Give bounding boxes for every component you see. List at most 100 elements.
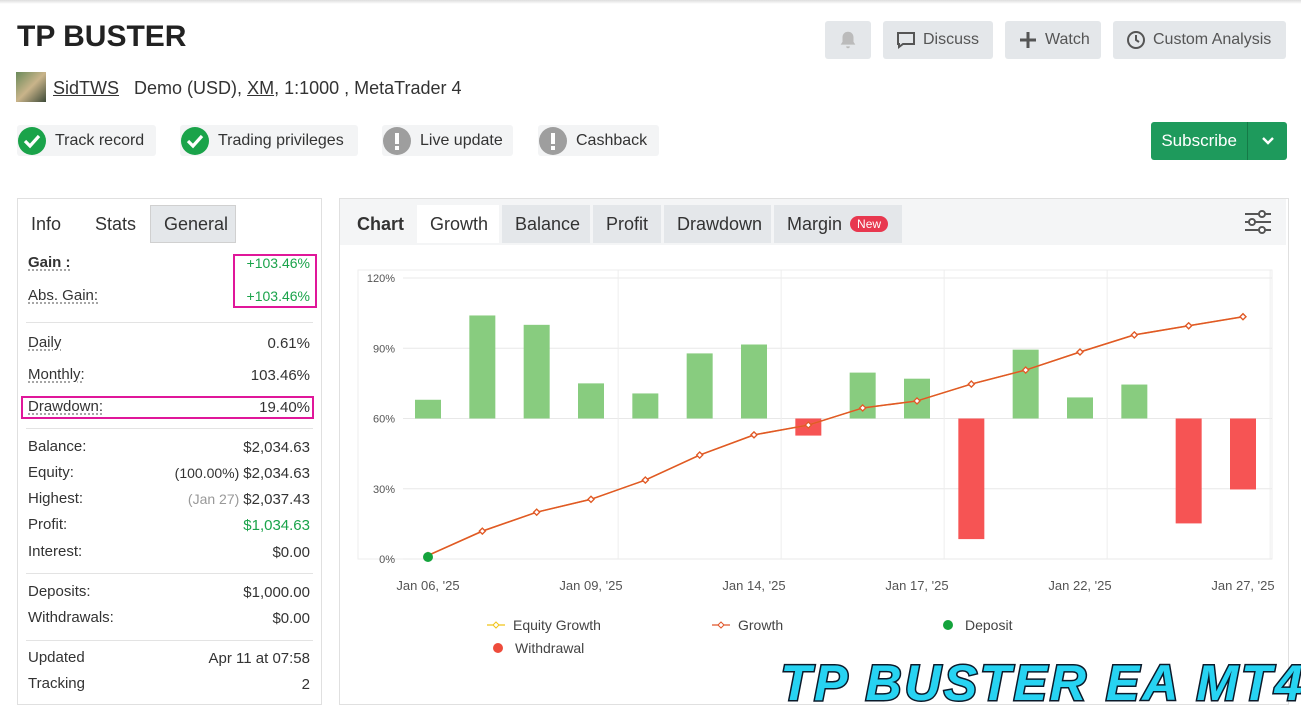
badge-label: Track record — [55, 131, 145, 149]
legend-point — [717, 621, 725, 629]
stat-number: $2,034.63 — [243, 465, 310, 482]
stats-tab[interactable]: Info — [18, 205, 82, 243]
point — [750, 430, 758, 439]
bar — [523, 324, 550, 419]
status-icon — [181, 126, 209, 155]
stats-tab[interactable]: General — [150, 205, 236, 243]
stat-number: 2 — [301, 676, 310, 693]
stat-value: $0.00 — [272, 610, 310, 627]
point — [1184, 321, 1193, 330]
stat-label: Deposits: — [28, 583, 91, 600]
stat-value: +103.46% — [247, 255, 310, 272]
badge: Trading privileges — [180, 125, 358, 156]
line — [427, 315, 1244, 557]
chart-tab[interactable]: Balance — [502, 205, 590, 243]
badge: Cashback — [538, 125, 659, 156]
stat-value: (Jan 27) $2,037.43 — [188, 491, 310, 508]
stat-number: $0.00 — [272, 544, 310, 561]
stat-number: 0.61% — [267, 335, 310, 352]
button-icon — [1017, 29, 1039, 51]
header-button[interactable]: Custom Analysis — [1113, 21, 1286, 59]
point — [913, 397, 921, 405]
top-shadow — [0, 0, 1301, 4]
stat-value: 0.61% — [267, 335, 310, 352]
bar — [1012, 349, 1039, 419]
y-tick-label: 0% — [379, 554, 395, 566]
header-button[interactable]: Watch — [1005, 21, 1101, 59]
settings-icon[interactable] — [1243, 209, 1273, 235]
subscribe-menu[interactable] — [1247, 122, 1287, 160]
button-icon — [1125, 29, 1147, 51]
header-button[interactable]: Discuss — [883, 21, 993, 59]
stat-label: Interest: — [28, 543, 83, 560]
stat-label: Equity: — [28, 464, 74, 481]
stat-number: +103.46% — [246, 288, 310, 304]
stat-label: Daily — [28, 334, 62, 351]
chart-tab-label: Chart — [357, 213, 405, 234]
legend-dot — [943, 620, 953, 630]
separator — [26, 322, 313, 323]
icon — [897, 32, 915, 49]
stat-label: Updated — [28, 649, 85, 666]
chart-tab-label: Profit — [606, 213, 649, 234]
point — [858, 404, 867, 412]
stat-note: (100.00%) — [174, 465, 240, 481]
stat-label: Tracking — [28, 675, 85, 692]
stat-label: Balance: — [28, 438, 87, 455]
legend-dot — [493, 643, 503, 653]
stat-number: 103.46% — [250, 367, 310, 384]
point — [532, 508, 541, 517]
x-tick-label: Jan 17, '25 — [885, 578, 948, 593]
stat-number: $2,037.43 — [243, 491, 310, 508]
stat-number: $0.00 — [272, 610, 310, 627]
broker-link[interactable]: XM — [247, 78, 275, 98]
bar — [469, 315, 496, 419]
user-link[interactable]: SidTWS — [53, 78, 120, 98]
stat-value: $0.00 — [272, 544, 310, 561]
subscribe-label: Subscribe — [1161, 131, 1237, 150]
bar — [686, 353, 713, 419]
point — [1130, 330, 1139, 339]
point — [478, 527, 487, 536]
point — [587, 495, 595, 504]
chart-tab-label: Margin — [787, 213, 843, 234]
chart-tab[interactable]: Growth — [417, 205, 499, 243]
legend-label: Equity Growth — [513, 617, 601, 633]
chart-tab[interactable]: Profit — [593, 205, 661, 243]
badge-icon — [538, 126, 568, 156]
y-tick-label: 120% — [367, 273, 395, 285]
bell-icon — [840, 31, 856, 49]
y-tick-label: 60% — [373, 414, 395, 426]
subscribe-button[interactable]: Subscribe — [1151, 122, 1287, 160]
badge-icon — [17, 126, 47, 156]
chart-tab[interactable]: Drawdown — [664, 205, 771, 243]
point — [1076, 348, 1084, 356]
account-info: , 1:1000 , MetaTrader 4 — [274, 78, 462, 98]
chart-tab-label: Drawdown — [677, 213, 763, 234]
stat-label: Monthly: — [28, 366, 85, 383]
new-badge: New — [850, 216, 889, 232]
stat-label: Highest: — [28, 490, 84, 507]
status-icon — [539, 126, 567, 155]
dot — [423, 552, 433, 562]
stat-value: 103.46% — [251, 367, 310, 384]
point — [804, 421, 813, 429]
button-icon — [895, 29, 917, 51]
point — [1239, 312, 1247, 321]
stat-number: $2,034.63 — [243, 439, 310, 456]
chart-tab[interactable]: Margin New — [774, 205, 902, 243]
chart-panel — [339, 198, 1289, 705]
stat-number: $1,034.63 — [243, 517, 310, 534]
badge-label: Live update — [420, 131, 503, 149]
button-label: Custom Analysis — [1153, 31, 1272, 48]
stats-tab[interactable]: Stats — [82, 205, 148, 243]
stat-value: $2,034.63 — [243, 439, 310, 456]
separator — [26, 428, 313, 429]
x-tick-label: Jan 22, '25 — [1048, 578, 1111, 593]
chart-tab-label: Balance — [515, 213, 581, 234]
separator — [26, 573, 313, 574]
bell-button[interactable] — [825, 21, 871, 59]
stat-label: Withdrawals: — [28, 609, 114, 626]
status-icon — [18, 126, 46, 155]
